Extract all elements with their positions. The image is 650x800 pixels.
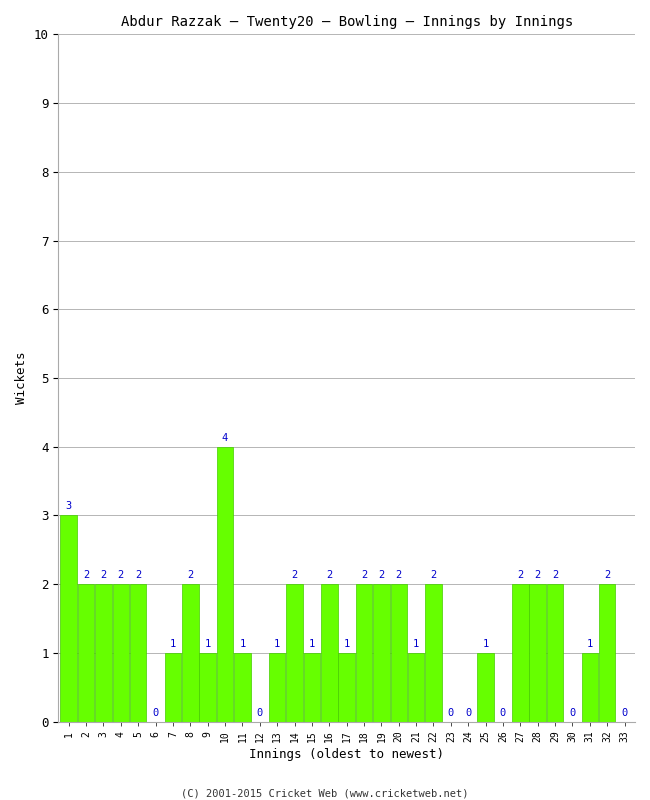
Bar	[373, 584, 389, 722]
Text: 0: 0	[569, 707, 576, 718]
Bar	[582, 653, 598, 722]
Bar	[112, 584, 129, 722]
Bar	[321, 584, 337, 722]
Text: (C) 2001-2015 Cricket Web (www.cricketweb.net): (C) 2001-2015 Cricket Web (www.cricketwe…	[181, 788, 469, 798]
Bar	[425, 584, 442, 722]
Bar	[477, 653, 494, 722]
Bar	[234, 653, 251, 722]
Bar	[182, 584, 198, 722]
Bar	[164, 653, 181, 722]
Text: 2: 2	[118, 570, 124, 580]
Text: 0: 0	[153, 707, 159, 718]
Text: 1: 1	[274, 639, 280, 649]
Text: 2: 2	[396, 570, 402, 580]
Bar	[391, 584, 407, 722]
Text: 0: 0	[500, 707, 506, 718]
Bar	[530, 584, 546, 722]
Bar	[95, 584, 112, 722]
Text: 1: 1	[413, 639, 419, 649]
Text: 0: 0	[621, 707, 628, 718]
Bar	[408, 653, 424, 722]
Text: 2: 2	[430, 570, 437, 580]
Text: 2: 2	[604, 570, 610, 580]
Text: 1: 1	[170, 639, 176, 649]
Title: Abdur Razzak – Twenty20 – Bowling – Innings by Innings: Abdur Razzak – Twenty20 – Bowling – Inni…	[120, 15, 573, 29]
Text: 2: 2	[534, 570, 541, 580]
Text: 2: 2	[291, 570, 298, 580]
Text: 1: 1	[239, 639, 246, 649]
Bar	[599, 584, 616, 722]
Text: 0: 0	[465, 707, 471, 718]
Bar	[200, 653, 216, 722]
Bar	[217, 446, 233, 722]
Text: 3: 3	[66, 502, 72, 511]
Text: 2: 2	[378, 570, 385, 580]
Text: 1: 1	[482, 639, 489, 649]
Text: 2: 2	[135, 570, 141, 580]
Bar	[60, 515, 77, 722]
Text: 1: 1	[587, 639, 593, 649]
Bar	[304, 653, 320, 722]
Text: 1: 1	[205, 639, 211, 649]
Text: 1: 1	[309, 639, 315, 649]
Bar	[339, 653, 355, 722]
Bar	[512, 584, 528, 722]
Text: 2: 2	[187, 570, 194, 580]
Bar	[356, 584, 372, 722]
Bar	[130, 584, 146, 722]
Text: 0: 0	[448, 707, 454, 718]
Bar	[78, 584, 94, 722]
Bar	[547, 584, 564, 722]
Text: 2: 2	[83, 570, 89, 580]
Text: 4: 4	[222, 433, 228, 442]
Text: 2: 2	[552, 570, 558, 580]
Text: 1: 1	[343, 639, 350, 649]
X-axis label: Innings (oldest to newest): Innings (oldest to newest)	[249, 748, 444, 761]
Text: 2: 2	[361, 570, 367, 580]
Bar	[286, 584, 303, 722]
Text: 2: 2	[326, 570, 332, 580]
Text: 2: 2	[100, 570, 107, 580]
Y-axis label: Wickets: Wickets	[15, 352, 28, 404]
Text: 0: 0	[257, 707, 263, 718]
Bar	[269, 653, 285, 722]
Text: 2: 2	[517, 570, 523, 580]
